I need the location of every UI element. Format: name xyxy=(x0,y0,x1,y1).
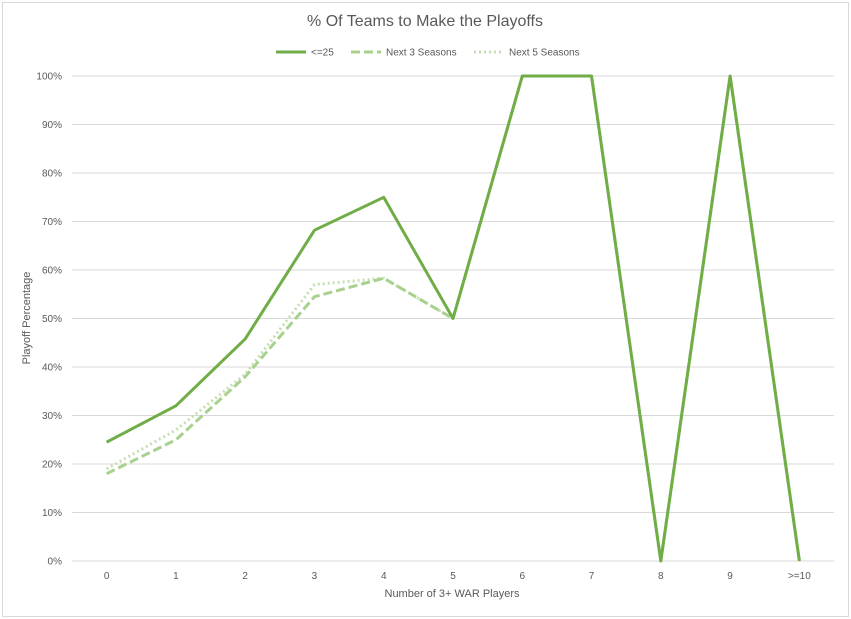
x-tick-label: 2 xyxy=(242,571,248,582)
series-lines xyxy=(105,74,801,563)
x-tick-label: 4 xyxy=(381,571,387,582)
y-tick-label: 80% xyxy=(42,169,62,180)
y-tick-label: 100% xyxy=(36,72,62,83)
y-tick-label: 0% xyxy=(48,557,63,568)
x-tick-label: 1 xyxy=(173,571,179,582)
y-tick-label: 40% xyxy=(42,363,62,374)
x-tick-label: 0 xyxy=(104,571,110,582)
y-tick-label: 50% xyxy=(42,314,62,325)
legend: <=25 Next 3 Seasons Next 5 Seasons xyxy=(276,48,580,59)
y-tick-label: 70% xyxy=(42,217,62,228)
y-tick-label: 20% xyxy=(42,460,62,471)
y-tick-label: 60% xyxy=(42,266,62,277)
legend-label: <=25 xyxy=(311,48,334,59)
series-line xyxy=(105,74,801,563)
chart-title: % Of Teams to Make the Playoffs xyxy=(307,13,543,30)
y-tick-label: 10% xyxy=(42,508,62,519)
x-tick-label: 8 xyxy=(658,571,664,582)
x-tick-label: 3 xyxy=(312,571,318,582)
x-tick-label: >=10 xyxy=(788,571,811,582)
y-tick-label: 30% xyxy=(42,411,62,422)
y-tick-label: 90% xyxy=(42,120,62,131)
y-axis: 0% 10% 20% 30% 40% 50% 60% 70% 80% 90% 100% xyxy=(36,72,62,568)
x-tick-label: 5 xyxy=(450,571,456,582)
x-axis-title: Number of 3+ WAR Players xyxy=(385,588,520,600)
y-axis-title: Playoff Percentage xyxy=(21,272,33,365)
x-axis: 0 1 2 3 4 5 6 7 8 9 >=10 xyxy=(104,571,811,582)
x-tick-label: 7 xyxy=(589,571,595,582)
x-tick-label: 6 xyxy=(519,571,525,582)
legend-label: Next 3 Seasons xyxy=(386,48,457,59)
x-tick-label: 9 xyxy=(727,571,733,582)
legend-label: Next 5 Seasons xyxy=(509,48,580,59)
